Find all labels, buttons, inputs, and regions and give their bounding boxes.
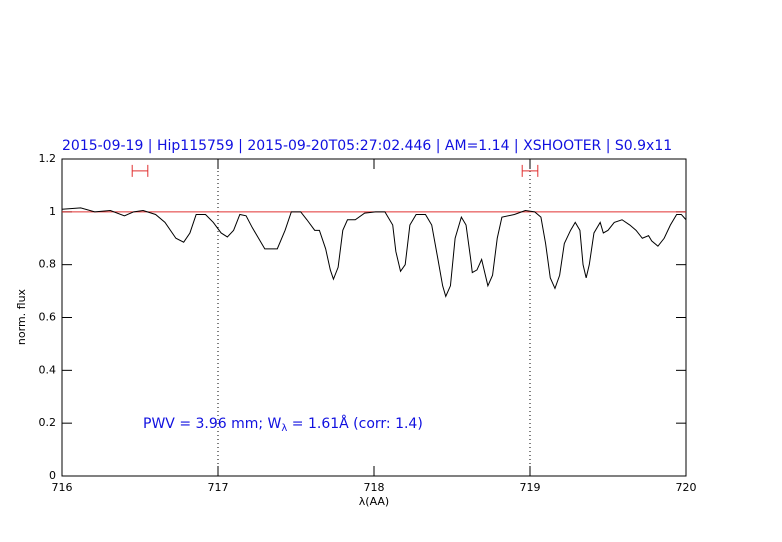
annotation: PWV = 3.96 mm; Wλ = 1.61Å (corr: 1.4): [143, 415, 423, 434]
y-tick-label: 0.8: [39, 258, 57, 271]
y-tick-label: 1: [49, 205, 56, 218]
y-tick-label: 0.2: [39, 416, 57, 429]
y-tick-label: 0: [49, 469, 56, 482]
spectrum-line: [61, 207, 687, 298]
annotation-part: PWV = 3.96 mm; W: [143, 416, 282, 432]
x-axis-label: λ(AA): [359, 495, 389, 508]
x-tick-label: 720: [676, 481, 697, 494]
x-tick-label: 716: [52, 481, 73, 494]
annotation-part: = 1.61Å (corr: 1.4): [287, 415, 422, 432]
interval-marker: [521, 164, 539, 177]
x-tick-label: 717: [208, 481, 229, 494]
x-tick-label: 718: [364, 481, 385, 494]
annotation-subscript: λ: [281, 423, 287, 434]
x-tick-label: 719: [520, 481, 541, 494]
y-tick-label: 0.4: [39, 363, 57, 376]
interval-marker: [131, 164, 149, 177]
chart-title: 2015-09-19 | Hip115759 | 2015-09-20T05:2…: [62, 138, 672, 154]
y-tick-label: 1.2: [39, 152, 57, 165]
y-axis-label: norm. flux: [15, 288, 28, 345]
y-tick-label: 0.6: [39, 311, 57, 324]
